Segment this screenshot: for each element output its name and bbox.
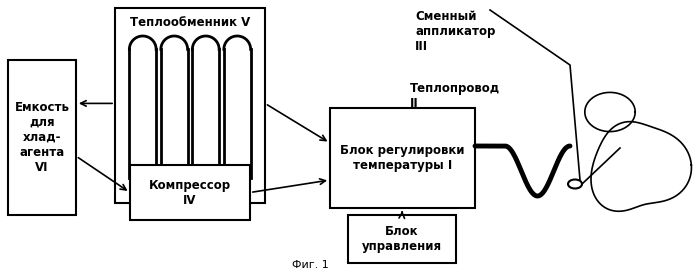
Text: Блок
управления: Блок управления (362, 225, 442, 253)
FancyBboxPatch shape (330, 108, 475, 208)
Text: Сменный
аппликатор
III: Сменный аппликатор III (415, 10, 496, 53)
Text: Блок регулировки
температуры I: Блок регулировки температуры I (340, 144, 465, 172)
Text: Емкость
для
хлад-
агента
VI: Емкость для хлад- агента VI (15, 101, 69, 174)
Text: Компрессор
IV: Компрессор IV (149, 179, 231, 207)
Text: Теплопровод
II: Теплопровод II (410, 82, 500, 110)
FancyBboxPatch shape (348, 215, 456, 263)
Text: Теплообменник V: Теплообменник V (130, 15, 250, 29)
Ellipse shape (568, 179, 582, 188)
Text: Фиг. 1: Фиг. 1 (291, 260, 329, 270)
FancyBboxPatch shape (130, 165, 250, 220)
FancyBboxPatch shape (115, 8, 265, 203)
FancyBboxPatch shape (8, 60, 76, 215)
